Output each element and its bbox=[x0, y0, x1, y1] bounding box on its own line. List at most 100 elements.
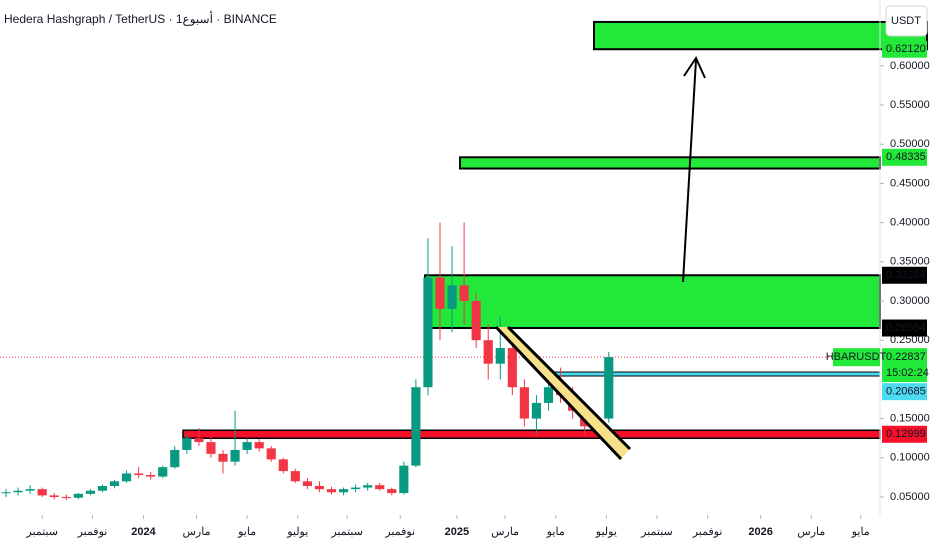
candle-body bbox=[495, 348, 505, 364]
candle-body bbox=[218, 453, 228, 462]
x-tick-label: نوفمبر bbox=[692, 526, 723, 538]
price-tag bbox=[882, 266, 927, 284]
candle-body bbox=[471, 301, 481, 341]
x-tick-label: سبتمبر bbox=[25, 526, 58, 538]
last-price-tag bbox=[882, 348, 927, 383]
y-tick-label: 0.55000 bbox=[890, 99, 930, 111]
candle-body bbox=[158, 467, 168, 477]
candle-body bbox=[194, 438, 204, 443]
candle-body bbox=[423, 277, 433, 388]
price-tag-label: 0.62120 bbox=[886, 43, 926, 55]
candle-body bbox=[531, 402, 542, 419]
y-tick-label: 0.40000 bbox=[890, 217, 930, 229]
y-tick-label: 0.05000 bbox=[890, 491, 930, 503]
x-tick-label: 2026 bbox=[748, 526, 772, 538]
x-tick-label: مارس bbox=[797, 526, 825, 538]
y-tick-label: 0.30000 bbox=[890, 295, 930, 307]
currency-label[interactable]: USDT bbox=[891, 15, 921, 27]
candle-body bbox=[61, 496, 71, 498]
price-tag-label: 0.20685 bbox=[886, 386, 926, 398]
candle-body bbox=[411, 387, 421, 466]
candle-body bbox=[13, 490, 23, 493]
countdown-label: 15:02:24 bbox=[886, 367, 929, 379]
candle-body bbox=[375, 485, 385, 490]
wedge-edge bbox=[506, 325, 632, 451]
candle-body bbox=[266, 448, 276, 460]
x-tick-label: مارس bbox=[491, 526, 519, 538]
symbol-tag bbox=[833, 348, 880, 367]
candle-body bbox=[507, 348, 517, 388]
target-zone bbox=[593, 20, 928, 51]
support-band bbox=[182, 429, 881, 440]
candle-body bbox=[435, 277, 445, 309]
candle-body bbox=[134, 473, 144, 476]
candle-body bbox=[399, 465, 409, 494]
candle-body bbox=[1, 492, 11, 494]
candle-body bbox=[97, 485, 108, 491]
y-tick-label: 0.60000 bbox=[890, 60, 930, 72]
price-tag-label: 0.26554 bbox=[886, 322, 926, 334]
price-tag bbox=[882, 148, 927, 166]
chart-title: Hedera Hashgraph / TetherUS · 1أسبوع · B… bbox=[4, 11, 277, 26]
y-tick-label: 0.25000 bbox=[890, 334, 930, 346]
candle-body bbox=[543, 387, 554, 403]
x-tick-label: سبتمبر bbox=[330, 526, 363, 538]
last-price-label: 0.22837 bbox=[886, 351, 926, 363]
target-zone bbox=[459, 156, 881, 170]
candle-body bbox=[206, 442, 216, 454]
x-tick-label: يوليو bbox=[595, 526, 617, 538]
y-tick-label: 0.15000 bbox=[890, 412, 930, 424]
candle-body bbox=[170, 449, 180, 468]
candle-body bbox=[447, 285, 457, 309]
y-tick-label: 0.50000 bbox=[890, 138, 930, 150]
target-zone bbox=[424, 274, 881, 330]
price-tag bbox=[882, 319, 927, 337]
candles bbox=[1, 222, 614, 501]
candle-body bbox=[254, 442, 264, 449]
candle-body bbox=[351, 487, 361, 490]
candle-body bbox=[182, 438, 192, 450]
price-tag bbox=[882, 383, 927, 401]
currency-button[interactable] bbox=[885, 5, 928, 37]
candle-body bbox=[314, 485, 325, 490]
price-tag-label: 0.12999 bbox=[886, 428, 926, 440]
y-tick-label: 0.35000 bbox=[890, 256, 930, 268]
price-tag-label: 0.33284 bbox=[886, 269, 926, 281]
symbol-label: HBARUSDT bbox=[826, 351, 887, 363]
price-tag bbox=[882, 425, 927, 443]
x-tick-label: مايو bbox=[851, 526, 870, 538]
x-tick-label: يوليو bbox=[286, 526, 308, 538]
candle-body bbox=[109, 481, 120, 486]
candle-body bbox=[73, 493, 83, 498]
candle-body bbox=[278, 459, 288, 472]
y-tick-label: 0.10000 bbox=[890, 452, 930, 464]
candle-body bbox=[242, 442, 252, 450]
target-arrow bbox=[682, 55, 706, 283]
candle-body bbox=[326, 489, 337, 493]
arrow-shaft bbox=[682, 59, 697, 283]
candle-body bbox=[363, 485, 373, 488]
candle-body bbox=[519, 387, 529, 419]
candle-body bbox=[85, 490, 95, 494]
candle-body bbox=[290, 471, 300, 482]
x-tick-label: نوفمبر bbox=[77, 526, 108, 538]
candle-body bbox=[387, 489, 397, 494]
candle-body bbox=[459, 285, 469, 302]
candle-body bbox=[121, 473, 132, 482]
falling-wedge bbox=[494, 325, 632, 461]
axes: 0.05000 0.10000 0.15000 0.25000 0.30000 0.350… bbox=[25, 60, 929, 538]
candle-body bbox=[230, 449, 240, 462]
wedge-edge bbox=[494, 325, 623, 461]
candle-body bbox=[302, 481, 312, 486]
candle-body bbox=[49, 495, 59, 497]
x-tick-label: سبتمبر bbox=[640, 526, 673, 538]
level-line bbox=[540, 371, 881, 377]
candle-body bbox=[604, 357, 614, 419]
candle-body bbox=[37, 489, 47, 496]
x-tick-label: 2024 bbox=[131, 526, 156, 538]
price-tags: 0.22837 15:02:24 HBARUSDT 0.62120 0.48335 0.3… bbox=[826, 40, 929, 443]
candle-body bbox=[25, 489, 35, 491]
x-tick-label: مارس bbox=[183, 526, 211, 538]
x-tick-label: 2025 bbox=[445, 526, 469, 538]
